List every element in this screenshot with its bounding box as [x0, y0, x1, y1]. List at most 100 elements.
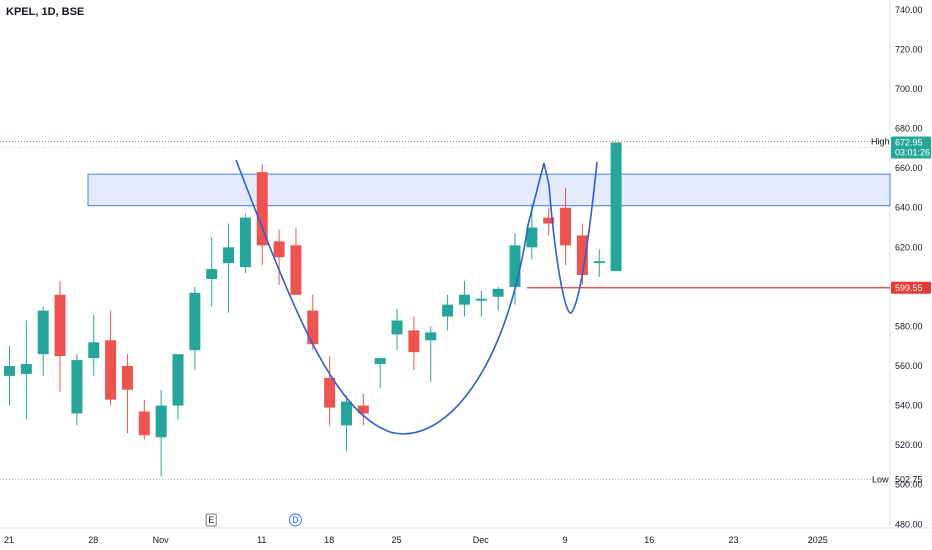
candle-body — [509, 245, 521, 287]
resistance-zone — [87, 173, 891, 207]
y-tick-label: 720.00 — [895, 44, 923, 54]
candle-body — [458, 294, 470, 305]
candle-body — [239, 217, 251, 268]
candle — [391, 308, 403, 351]
y-tick-label: 640.00 — [895, 203, 923, 213]
x-tick-label: Nov — [153, 535, 170, 545]
candle — [458, 280, 470, 317]
candle — [475, 290, 487, 317]
candle-body — [492, 288, 504, 297]
y-tick-label: 480.00 — [895, 519, 923, 529]
dividend-marker-circle — [289, 513, 302, 527]
candle-body — [172, 354, 184, 406]
candle-body — [391, 320, 403, 335]
chart-title: KPEL, 1D, BSE — [6, 6, 85, 18]
dividend-marker: D — [289, 513, 302, 527]
earnings-marker-box — [205, 513, 217, 527]
candle — [71, 354, 83, 426]
y-tick-label: 540.00 — [895, 401, 923, 411]
candle-body — [37, 310, 49, 355]
candle-body — [121, 366, 133, 390]
candle-body — [442, 304, 454, 317]
candle-body — [425, 332, 437, 341]
candle-body — [105, 340, 117, 400]
candle — [206, 237, 218, 307]
candle-body — [155, 405, 167, 438]
y-tick-label: 700.00 — [895, 84, 923, 94]
candle-body — [408, 330, 420, 353]
x-tick-label: 25 — [392, 535, 402, 545]
candle — [374, 358, 386, 388]
low-label: Low — [872, 474, 889, 484]
candle — [492, 286, 504, 311]
candle-body — [290, 245, 302, 295]
x-tick-label: 9 — [563, 535, 568, 545]
candle-body — [576, 235, 588, 275]
bar-countdown: 03:01:26 — [895, 148, 930, 158]
y-tick-label: 620.00 — [895, 242, 923, 252]
candle — [54, 280, 66, 392]
candle — [560, 187, 572, 266]
event-marker-label: D — [292, 515, 299, 525]
candle — [425, 326, 437, 382]
y-tick-label: 680.00 — [895, 124, 923, 134]
candle — [357, 393, 369, 426]
candle-body — [526, 227, 538, 248]
candle — [324, 356, 336, 426]
x-tick-label: 28 — [88, 535, 98, 545]
candle — [408, 316, 420, 370]
candle-body — [324, 377, 336, 408]
cup-handle-pattern — [235, 159, 598, 435]
candle-body — [189, 292, 201, 351]
support-price-value: 599.55 — [895, 283, 923, 293]
candle — [223, 223, 235, 313]
x-tick-label: Dec — [473, 535, 490, 545]
candle — [121, 354, 133, 434]
candle — [20, 320, 32, 420]
current-price-value: 672.95 — [895, 138, 923, 148]
candle-body — [543, 217, 555, 224]
candle-body — [71, 360, 83, 414]
x-tick-label: 11 — [257, 535, 266, 545]
support-price-tag — [891, 281, 931, 294]
y-tick-label: 580.00 — [895, 321, 923, 331]
candle-body — [256, 172, 268, 246]
candle — [105, 310, 117, 406]
candle — [509, 233, 521, 305]
candle-body — [593, 261, 605, 264]
candle-body — [223, 247, 235, 264]
candle — [155, 389, 167, 477]
candle — [341, 395, 352, 452]
candle — [543, 207, 555, 236]
candle — [4, 346, 15, 406]
x-tick-label: 2025 — [808, 535, 828, 545]
candle — [593, 249, 605, 277]
candle-body — [357, 405, 369, 414]
candle-body — [341, 401, 352, 426]
low-value: 502.75 — [895, 474, 923, 484]
candle-body — [560, 207, 572, 246]
candle-body — [610, 142, 622, 272]
candle — [273, 229, 285, 285]
candle-body — [374, 358, 386, 365]
current-price-tag — [891, 136, 931, 159]
candle — [138, 399, 150, 440]
candle — [239, 213, 251, 274]
candle-body — [206, 269, 218, 279]
candle — [442, 294, 454, 331]
y-tick-label: 520.00 — [895, 440, 923, 450]
x-tick-label: 18 — [324, 535, 334, 545]
candle-body — [273, 241, 285, 258]
candle — [610, 142, 622, 272]
event-marker-label: E — [208, 515, 214, 525]
candle-body — [88, 342, 100, 359]
candle — [88, 314, 100, 376]
candle — [256, 164, 268, 266]
candle-body — [54, 294, 66, 357]
y-tick-label: 560.00 — [895, 361, 923, 371]
y-tick-label: 500.00 — [895, 480, 923, 490]
candle-body — [475, 298, 487, 301]
x-tick-label: 21 — [4, 535, 14, 545]
candle-body — [20, 364, 32, 374]
